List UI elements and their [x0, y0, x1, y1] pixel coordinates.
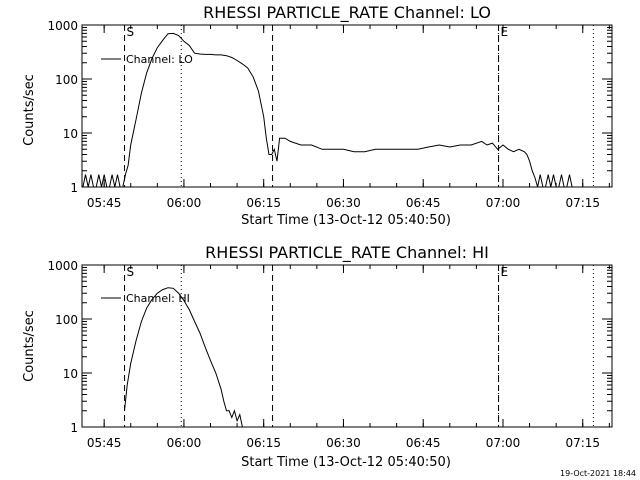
hi-channel-panel: RHESSI PARTICLE_RATE Channel: HI Counts/…	[22, 243, 613, 470]
lo-x-tick-label: 06:15	[246, 196, 281, 210]
hi-plot-title: RHESSI PARTICLE_RATE Channel: HI	[205, 243, 489, 263]
hi-x-tick-label: 06:30	[326, 436, 361, 450]
hi-legend-label: Channel: HI	[126, 292, 190, 305]
hi-x-tick-label: 06:45	[406, 436, 441, 450]
hi-x-tick-label: 07:00	[486, 436, 521, 450]
lo-x-tick-label: 05:45	[87, 196, 122, 210]
footer-timestamp: 19-Oct-2021 18:44	[560, 469, 636, 478]
hi-x-tick-label: 06:00	[167, 436, 202, 450]
hi-tick-layer: 05:45 06:00 06:15 06:30 06:45 07:00 07:15 1 10 10…	[47, 259, 612, 450]
hi-y-axis-label: Counts/sec	[22, 310, 37, 382]
lo-legend: Channel: LO	[101, 53, 193, 66]
hi-y-tick-label: 10	[63, 367, 78, 381]
hi-marker-label-e: E	[501, 265, 509, 279]
lo-x-axis-label: Start Time (13-Oct-12 05:40:50)	[241, 213, 451, 228]
lo-channel-panel: RHESSI PARTICLE_RATE Channel: LO Counts/…	[22, 3, 613, 228]
hi-series-line	[124, 287, 243, 428]
lo-y-tick-label: 1	[70, 181, 78, 195]
hi-x-tick-label: 05:45	[87, 436, 122, 450]
lo-x-tick-label: 06:45	[406, 196, 441, 210]
hi-marker-label-s: S	[127, 265, 135, 279]
hi-y-tick-label: 1000	[47, 259, 78, 273]
lo-y-tick-label: 100	[55, 73, 78, 87]
lo-marker-label-e: E	[501, 25, 509, 39]
hi-y-tick-label: 100	[55, 313, 78, 327]
hi-y-tick-label: 1	[70, 421, 78, 435]
hi-legend: Channel: HI	[101, 292, 190, 305]
lo-x-tick-label: 07:15	[565, 196, 600, 210]
lo-x-tick-label: 06:00	[167, 196, 202, 210]
lo-series-line	[82, 32, 573, 188]
lo-y-tick-label: 10	[63, 127, 78, 141]
lo-y-tick-label: 1000	[47, 19, 78, 33]
hi-x-tick-label: 07:15	[565, 436, 600, 450]
lo-plot-title: RHESSI PARTICLE_RATE Channel: LO	[203, 3, 491, 23]
lo-tick-layer: 05:45 06:00 06:15 06:30 06:45 07:00 07:15 1 10 10…	[47, 19, 612, 210]
lo-legend-label: Channel: LO	[126, 53, 193, 66]
lo-marker-label-s: S	[127, 25, 135, 39]
lo-y-axis-label: Counts/sec	[22, 74, 37, 146]
hi-plot-frame	[81, 264, 613, 428]
hi-x-axis-label: Start Time (13-Oct-12 05:40:50)	[241, 455, 451, 470]
hi-x-tick-label: 06:15	[246, 436, 281, 450]
lo-plot-frame	[81, 24, 613, 188]
lo-x-tick-label: 06:30	[326, 196, 361, 210]
lo-x-tick-label: 07:00	[486, 196, 521, 210]
